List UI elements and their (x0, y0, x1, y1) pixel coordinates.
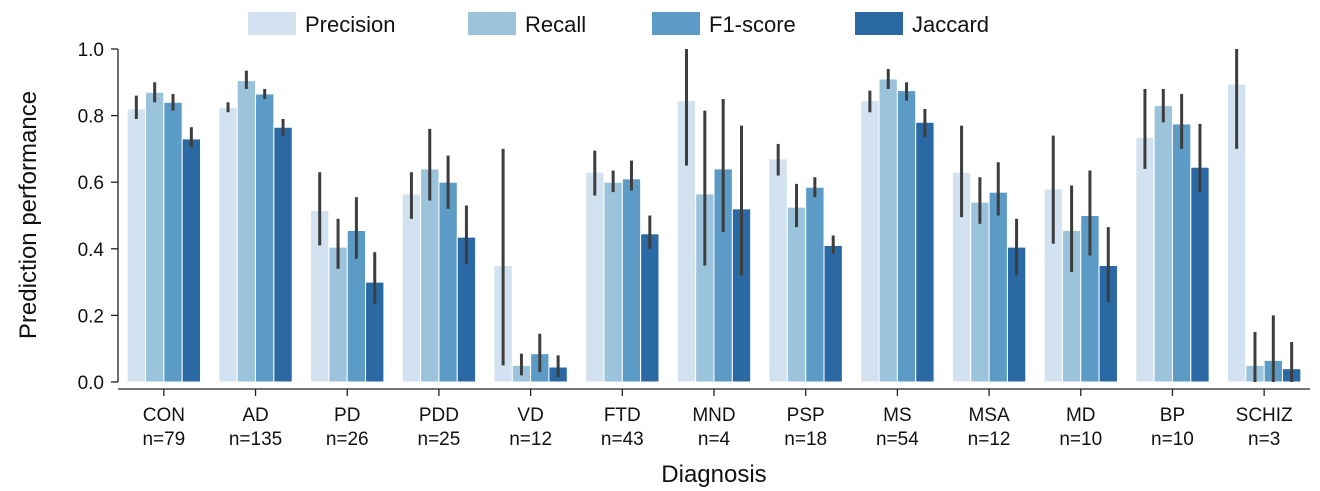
bar-precision-ad (218, 106, 238, 383)
x-tick-count-pdd: n=25 (418, 429, 461, 450)
bar-f1-score-con (163, 101, 183, 383)
x-tick-label-ad: AD (242, 405, 268, 426)
x-tick-count-bp: n=10 (1151, 429, 1194, 450)
x-tick-label-pdd: PDD (419, 405, 459, 426)
bar-precision-bp (1135, 136, 1155, 383)
y-axis: 0.0 0.2 0.4 0.6 0.8 1.0 (78, 40, 119, 394)
bar-recall-ftd (603, 181, 623, 383)
bar-jaccard-con (181, 138, 202, 383)
y-axis-title: Prediction performance (15, 91, 42, 339)
legend-swatch-recall (468, 12, 516, 35)
bar-recall-psp (786, 206, 807, 383)
legend-label-recall: Recall (525, 12, 586, 37)
bar-recall-ad (236, 80, 257, 383)
y-tick-label: 0.8 (78, 107, 104, 128)
bar-precision-ms (860, 100, 880, 383)
bar-f1-score-ftd (621, 178, 642, 383)
bar-precision-psp (768, 158, 788, 383)
error-bars (134, 49, 1294, 382)
bar-f1-score-bp (1171, 123, 1192, 383)
x-tick-count-schiz: n=3 (1248, 429, 1280, 450)
x-tick-label-vd: VD (517, 405, 543, 426)
bar-recall-bp (1153, 105, 1173, 383)
x-tick-count-mnd: n=4 (698, 429, 731, 450)
x-tick-label-con: CON (143, 405, 185, 426)
bar-recall-msa (970, 201, 990, 383)
y-tick-label: 0.2 (78, 306, 104, 327)
bar-recall-pdd (420, 168, 440, 383)
x-tick-count-con: n=79 (142, 429, 185, 450)
bar-f1-score-ms (896, 90, 917, 383)
x-axis-title: Diagnosis (661, 461, 766, 488)
x-tick-label-pd: PD (334, 405, 360, 426)
bar-f1-score-ad (255, 93, 275, 383)
bar-recall-con (145, 91, 165, 383)
bar-f1-score-psp (805, 186, 825, 383)
bar-jaccard-ad (273, 126, 293, 383)
legend-swatch-f1-score (652, 12, 700, 35)
bar-precision-ftd (585, 171, 605, 383)
x-tick-count-msa: n=12 (968, 429, 1011, 450)
bar-precision-pdd (401, 193, 422, 383)
x-tick-label-bp: BP (1160, 405, 1185, 426)
legend-swatch-jaccard (855, 12, 903, 35)
bar-f1-score-msa (988, 191, 1008, 383)
bars (126, 78, 1302, 383)
bar-recall-ms (878, 78, 898, 383)
y-tick-label: 1.0 (78, 40, 104, 61)
bar-f1-score-pdd (438, 181, 458, 383)
x-tick-count-ms: n=54 (876, 429, 919, 450)
x-tick-label-msa: MSA (968, 405, 1010, 426)
y-tick-label: 0.6 (78, 173, 104, 194)
legend-label-jaccard: Jaccard (912, 12, 989, 37)
x-tick-label-ms: MS (883, 405, 912, 426)
x-tick-count-pd: n=26 (326, 429, 369, 450)
x-tick-label-md: MD (1066, 405, 1096, 426)
x-tick-label-mnd: MND (692, 405, 735, 426)
bar-precision-con (126, 108, 147, 383)
x-tick-label-psp: PSP (787, 405, 825, 426)
legend-label-f1-score: F1-score (709, 12, 796, 37)
x-tick-label-ftd: FTD (604, 405, 641, 426)
y-tick-label: 0.4 (78, 240, 105, 261)
x-tick-count-vd: n=12 (509, 429, 552, 450)
legend-swatch-precision (248, 12, 296, 35)
x-tick-label-schiz: SCHIZ (1236, 405, 1293, 426)
x-axis: CON n=79 AD n=135 PD n=26 PDD n=25 VD n=12 FTD n=43… (118, 388, 1310, 450)
x-tick-count-md: n=10 (1059, 429, 1102, 450)
bar-jaccard-ftd (640, 233, 660, 383)
legend-label-precision: Precision (305, 12, 395, 37)
bar-jaccard-psp (823, 244, 843, 383)
x-tick-count-ad: n=135 (229, 429, 282, 450)
bar-jaccard-bp (1190, 166, 1210, 383)
bar-jaccard-ms (915, 121, 935, 383)
x-tick-count-psp: n=18 (784, 429, 827, 450)
y-tick-label: 0.0 (78, 373, 104, 394)
x-tick-count-ftd: n=43 (601, 429, 644, 450)
legend: Precision Recall F1-score Jaccard (248, 12, 989, 37)
